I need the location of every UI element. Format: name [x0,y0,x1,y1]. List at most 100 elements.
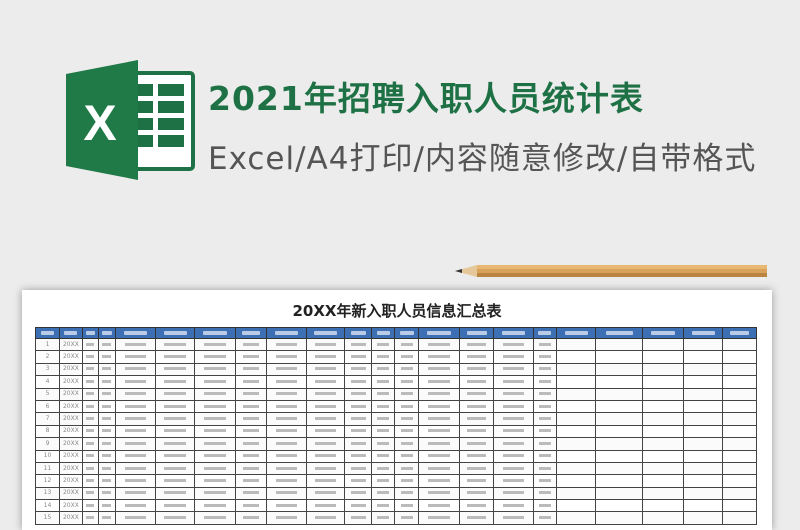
column-header [493,327,534,339]
table-cell [305,337,346,352]
table-cell [555,474,597,488]
table-cell [394,449,420,463]
pencil-icon [455,265,767,277]
table-cell [493,399,534,414]
table-cell [81,486,99,501]
table-cell [81,499,99,513]
table-row: 8 20XX [35,424,757,439]
table-cell [642,437,684,451]
table-cell [532,362,557,377]
table-cell [493,337,534,352]
table-cell [722,375,757,389]
table-cell [394,461,420,476]
table-cell [642,424,684,439]
table-cell [595,387,644,401]
table-cell [642,412,684,426]
table-cell: 5 [35,387,60,401]
column-header [371,327,396,339]
table-cell [234,449,268,463]
table-cell [418,511,460,525]
table-cell [493,449,534,463]
table-cell [305,412,346,426]
table-cell [595,362,644,377]
table-cell [555,486,597,501]
table-row: 3 20XX [35,362,757,377]
spreadsheet-preview: 20XX年新入职人员信息汇总表 1 20XX 2 20XX 3 20XX 4 20XX 5 20X… [22,290,772,530]
column-header [194,327,236,339]
table-cell [555,437,597,451]
table-cell [154,511,196,525]
table-cell [458,362,495,377]
table-cell [97,399,117,414]
table-cell [682,337,724,352]
table-cell: 4 [35,375,60,389]
table-cell [115,461,156,476]
table-cell [194,362,236,377]
table-cell [642,474,684,488]
table-cell: 1 [35,337,60,352]
table-cell [418,499,460,513]
table-cell [458,350,495,364]
table-cell [344,362,373,377]
table-cell [234,486,268,501]
table-cell [266,499,307,513]
table-cell [682,511,724,525]
table-cell [154,499,196,513]
table-cell [394,437,420,451]
table-cell [682,449,724,463]
table-cell [234,511,268,525]
table-cell [154,424,196,439]
table-cell [722,387,757,401]
table-cell [493,437,534,451]
header-row [35,327,757,339]
table-row: 2 20XX [35,350,757,364]
table-cell [722,362,757,377]
table-cell [555,399,597,414]
table-cell [394,486,420,501]
sheet-title: 20XX年新入职人员信息汇总表 [292,302,502,320]
column-header [58,327,83,339]
table-cell [458,387,495,401]
excel-logo: X [66,60,195,180]
table-cell [115,499,156,513]
table-cell [344,437,373,451]
table-cell [458,337,495,352]
table-cell [458,449,495,463]
table-cell [418,362,460,377]
table-cell [305,387,346,401]
table-cell [344,474,373,488]
table-cell [81,375,99,389]
table-cell: 20XX [58,486,83,501]
table-cell: 20XX [58,474,83,488]
table-cell [371,350,396,364]
table-cell [418,474,460,488]
table-cell [371,337,396,352]
table-cell [344,499,373,513]
table-cell [458,499,495,513]
table-cell [194,499,236,513]
table-cell: 20XX [58,362,83,377]
table-cell [394,362,420,377]
table-cell: 6 [35,399,60,414]
table-cell [394,387,420,401]
table-cell [722,337,757,352]
table-cell [642,499,684,513]
table-cell [682,350,724,364]
table-row: 5 20XX [35,387,757,401]
table-cell [371,362,396,377]
table-cell [81,424,99,439]
table-cell [493,412,534,426]
column-header [555,327,597,339]
table-cell [555,449,597,463]
table-cell: 12 [35,474,60,488]
table-cell: 20XX [58,499,83,513]
table-cell [532,424,557,439]
table-cell [305,362,346,377]
table-cell [555,499,597,513]
table-cell [115,474,156,488]
table-row: 12 20XX [35,474,757,488]
table-cell [266,437,307,451]
table-cell [418,424,460,439]
table-cell [371,412,396,426]
table-cell [115,375,156,389]
